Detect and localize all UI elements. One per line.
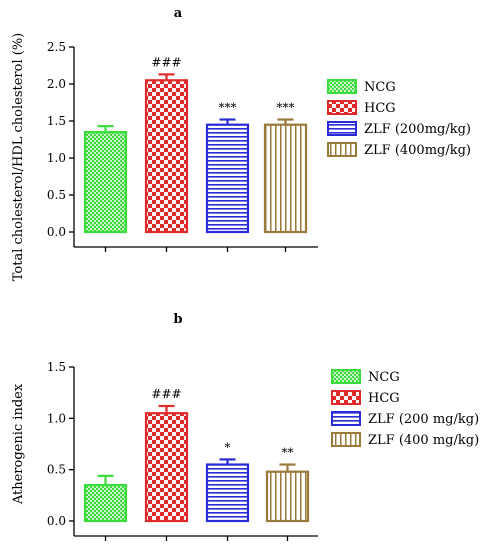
panel-a: a 0.0 0.5 1.0 1.5 2.0 2.5 Total cholesterol/HD…: [11, 6, 471, 281]
panel-a-plot: 0.0 0.5 1.0 1.5 2.0 2.5 Total cholesterol/HDL …: [11, 33, 318, 282]
panel-a-significance-hcg: ###: [151, 55, 181, 69]
panel-a-legend-swatch-zlf-200mg-kg: [327, 121, 357, 136]
panel-b-legend-swatch-ncg: [331, 369, 361, 384]
panel-a-legend-label-hcg: HCG: [364, 101, 396, 116]
panel-b-y-tick-label: 1.0: [47, 411, 66, 425]
panel-b-y-axis-label: Atherogenic index: [11, 383, 26, 505]
panel-a-bar-zlf-200mg-kg: [205, 123, 250, 234]
panel-a-y-tick-label: 0.0: [47, 225, 66, 239]
panel-a-bar-hcg: [144, 79, 189, 234]
panel-a-legend: NCG HCG ZLF (200mg/kg) ZLF (400mg/kg): [327, 79, 471, 158]
panel-a-legend-label-zlf-400mg-kg: ZLF (400mg/kg): [364, 143, 471, 158]
panel-a-y-tick-label: 1.0: [47, 151, 66, 165]
panel-b-legend-label-zlf-400-mg-kg: ZLF (400 mg/kg): [368, 433, 479, 448]
panel-a-legend-swatch-zlf-400mg-kg: [327, 142, 357, 157]
panel-b-y-tick-label: 0.0: [47, 514, 66, 528]
panel-b-legend-swatch-zlf-200-mg-kg: [331, 411, 361, 426]
panel-b-y-tick-label: 1.5: [47, 360, 66, 374]
panel-b-y-tick-label: 0.5: [47, 463, 66, 477]
panel-a-y-tick-label: 0.5: [47, 188, 66, 202]
panel-b-legend-label-zlf-200-mg-kg: ZLF (200 mg/kg): [368, 412, 479, 427]
panel-b-legend-label-ncg: NCG: [368, 370, 400, 385]
panel-a-bar-ncg: [83, 131, 128, 234]
panel-a-legend-label-ncg: NCG: [364, 80, 396, 95]
panel-a-letter: a: [174, 6, 183, 21]
panel-b-legend: NCG HCG ZLF (200 mg/kg) ZLF (400 mg/kg): [331, 369, 479, 448]
panel-a-legend-swatch-hcg: [327, 100, 357, 115]
panel-b-legend-label-hcg: HCG: [368, 391, 400, 406]
panel-b-bar-hcg: [144, 412, 189, 523]
panel-a-y-tick-label: 2.5: [47, 40, 66, 54]
panel-b-significance-hcg: ###: [151, 387, 181, 401]
panel-b-significance-zlf-400-mg-kg: **: [282, 446, 294, 460]
panel-b-legend-swatch-zlf-400-mg-kg: [331, 432, 361, 447]
panel-a-significance-zlf-400mg-kg: ***: [277, 101, 295, 115]
panel-a-legend-swatch-ncg: [327, 79, 357, 94]
panel-a-bar-zlf-400mg-kg: [263, 123, 308, 234]
panel-b-bar-zlf-200-mg-kg: [205, 463, 250, 523]
panel-a-y-tick-label: 1.5: [47, 114, 66, 128]
panel-b-bar-ncg: [83, 483, 128, 523]
panel-b-significance-zlf-200-mg-kg: *: [225, 440, 231, 454]
panel-b-bar-zlf-400-mg-kg: [265, 470, 310, 523]
panel-a-y-axis-label: Total cholesterol/HDL cholesterol (%): [11, 33, 26, 282]
panel-a-significance-zlf-200mg-kg: ***: [219, 101, 237, 115]
panel-a-legend-label-zlf-200mg-kg: ZLF (200mg/kg): [364, 122, 471, 137]
panel-b-legend-swatch-hcg: [331, 390, 361, 405]
panel-a-y-tick-label: 2.0: [47, 77, 66, 91]
panel-b-letter: b: [173, 312, 182, 327]
